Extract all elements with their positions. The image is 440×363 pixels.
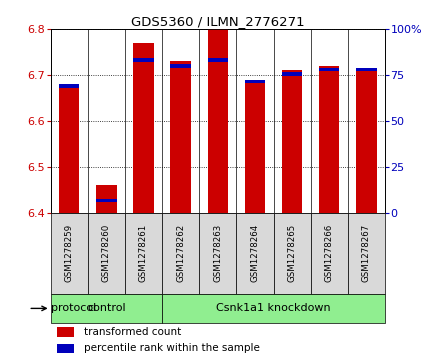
- Text: Csnk1a1 knockdown: Csnk1a1 knockdown: [216, 303, 331, 313]
- Bar: [199, 213, 236, 294]
- Bar: [96, 185, 117, 213]
- Bar: [133, 43, 154, 213]
- Bar: [356, 68, 377, 71]
- Text: GSM1278266: GSM1278266: [325, 224, 334, 282]
- Bar: [245, 79, 265, 83]
- Bar: [51, 213, 88, 294]
- Bar: [162, 213, 199, 294]
- Bar: [245, 82, 265, 213]
- Text: transformed count: transformed count: [84, 327, 181, 337]
- Bar: [57, 327, 74, 337]
- Bar: [208, 58, 228, 62]
- Bar: [170, 61, 191, 213]
- Bar: [319, 66, 340, 213]
- Bar: [133, 58, 154, 62]
- Text: GSM1278264: GSM1278264: [250, 224, 260, 282]
- Text: GSM1278262: GSM1278262: [176, 224, 185, 282]
- Bar: [282, 70, 302, 213]
- Bar: [88, 213, 125, 294]
- Bar: [170, 64, 191, 68]
- Text: GSM1278260: GSM1278260: [102, 224, 111, 282]
- Text: percentile rank within the sample: percentile rank within the sample: [84, 343, 260, 353]
- Bar: [51, 294, 162, 323]
- Bar: [96, 199, 117, 203]
- Title: GDS5360 / ILMN_2776271: GDS5360 / ILMN_2776271: [131, 15, 304, 28]
- Bar: [162, 294, 385, 323]
- Bar: [59, 86, 79, 213]
- Bar: [282, 72, 302, 76]
- Bar: [57, 344, 74, 353]
- Bar: [274, 213, 311, 294]
- Text: GSM1278259: GSM1278259: [65, 224, 73, 282]
- Text: GSM1278263: GSM1278263: [213, 224, 222, 282]
- Text: GSM1278265: GSM1278265: [288, 224, 297, 282]
- Bar: [208, 29, 228, 213]
- Bar: [59, 84, 79, 88]
- Bar: [348, 213, 385, 294]
- Text: control: control: [87, 303, 126, 313]
- Bar: [319, 68, 340, 71]
- Bar: [356, 70, 377, 213]
- Bar: [311, 213, 348, 294]
- Bar: [125, 213, 162, 294]
- Bar: [236, 213, 274, 294]
- Text: GSM1278261: GSM1278261: [139, 224, 148, 282]
- Text: protocol: protocol: [51, 303, 96, 313]
- Text: GSM1278267: GSM1278267: [362, 224, 371, 282]
